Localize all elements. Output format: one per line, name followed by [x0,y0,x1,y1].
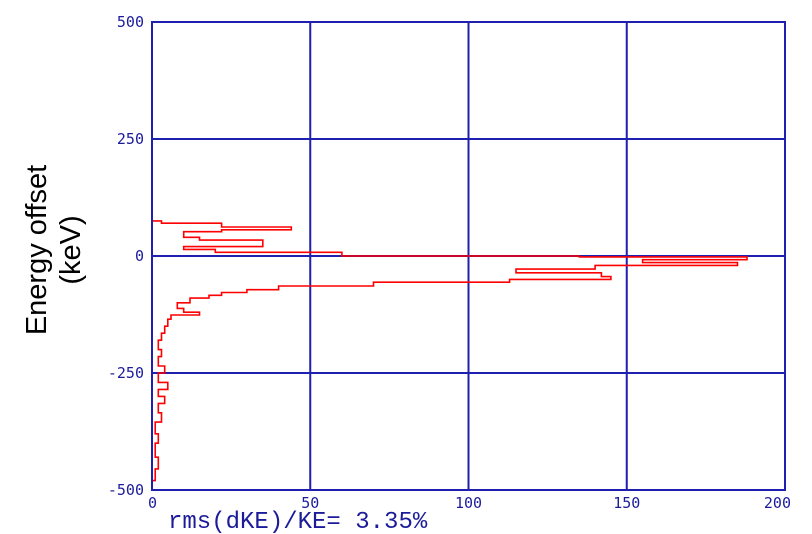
y-tick-label-4: -500 [108,481,144,499]
x-tick-label-1: 50 [301,494,319,512]
y-tick-label-2: 0 [135,247,144,265]
x-tick-label-2: 100 [455,494,482,512]
x-tick-label-4: 200 [764,494,791,512]
histogram-series-0 [151,22,748,490]
y-tick-label-1: 250 [117,130,144,148]
y-tick-label-0: 500 [117,13,144,31]
y-axis-label-line-2: (keV) [55,215,87,284]
series-layer [151,22,748,490]
y-tick-label-3: -250 [108,364,144,382]
plot-border [151,21,786,491]
plot-frame [151,21,786,491]
x-tick-labels: 0 50 100 150 200 [148,494,791,512]
x-tick-label-0: 0 [148,494,157,512]
x-tick-label-3: 150 [613,494,640,512]
y-axis-label-line-1: Energy offset [21,165,53,335]
y-tick-labels: 500 250 0 -250 -500 [108,13,144,499]
rms-annotation: rms(dKE)/KE= 3.35% [168,509,428,534]
